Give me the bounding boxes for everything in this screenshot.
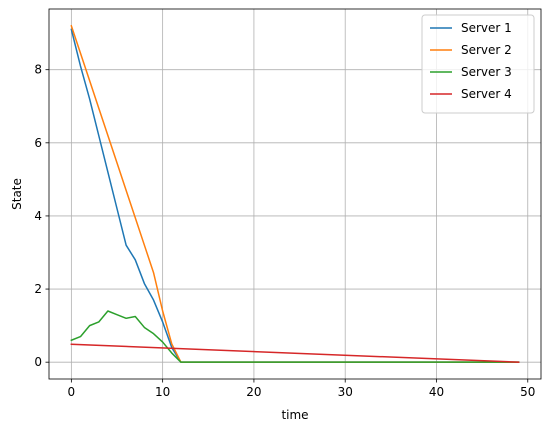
series-line-server-4 xyxy=(70,343,520,363)
legend-label-server-1: Server 1 xyxy=(461,21,512,35)
legend-label-server-2: Server 2 xyxy=(461,43,512,57)
x-tick-label: 0 xyxy=(68,385,76,399)
y-tick-label: 2 xyxy=(34,282,42,296)
y-axis-label: State xyxy=(10,178,24,210)
legend-label-server-4: Server 4 xyxy=(461,87,512,101)
x-tick-label: 10 xyxy=(155,385,170,399)
y-tick-label: 0 xyxy=(34,355,42,369)
legend-box xyxy=(421,14,535,114)
y-tick-label: 4 xyxy=(34,209,42,223)
x-tick-label: 20 xyxy=(246,385,261,399)
y-tick-label: 8 xyxy=(34,63,42,77)
y-tick-label: 6 xyxy=(34,136,42,150)
series-line-server-2 xyxy=(70,24,520,363)
series-group xyxy=(70,24,520,363)
series-line-server-1 xyxy=(70,28,520,363)
axis-ticks: 0 10 20 30 40 50 0 2 4 6 8 xyxy=(34,63,535,399)
x-tick-label: 40 xyxy=(429,385,444,399)
legend-label-server-3: Server 3 xyxy=(461,65,512,79)
plot-frame xyxy=(48,8,542,380)
x-axis-label: time xyxy=(281,408,308,422)
x-tick-label: 30 xyxy=(338,385,353,399)
x-tick-label: 50 xyxy=(520,385,535,399)
series-line-server-3 xyxy=(70,310,520,363)
legend: Server 1 Server 2 Server 3 Server 4 xyxy=(421,14,535,114)
